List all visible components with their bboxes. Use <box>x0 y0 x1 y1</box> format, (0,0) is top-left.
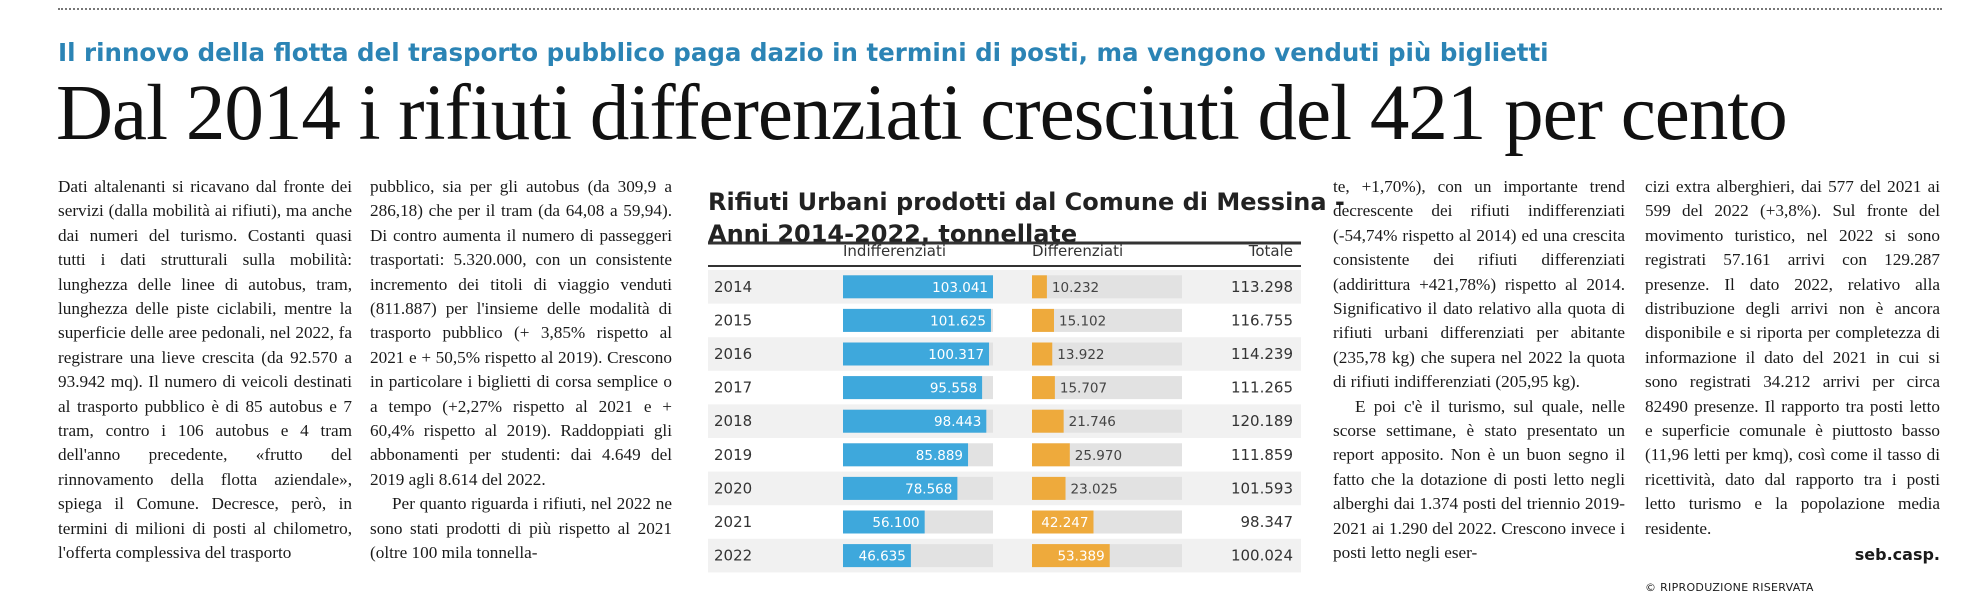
bar-track-differenziati <box>1032 409 1182 433</box>
bar-label-differenziati: 25.970 <box>1075 448 1122 464</box>
total-value: 116.755 <box>1231 311 1293 329</box>
total-value: 114.239 <box>1231 345 1293 363</box>
column-header-indifferenziati: Indifferenziati <box>843 242 946 260</box>
bar-differenziati <box>1032 476 1066 500</box>
bar-indifferenziati <box>843 476 958 500</box>
bar-indifferenziati <box>843 443 969 467</box>
table-row-band <box>708 404 1301 438</box>
total-value: 120.189 <box>1231 412 1293 430</box>
total-value: 113.298 <box>1231 278 1293 296</box>
table-row-band <box>708 337 1301 371</box>
year-label: 2015 <box>714 311 752 329</box>
bar-indifferenziati <box>843 510 925 534</box>
total-value: 100.024 <box>1231 547 1293 565</box>
bar-track-differenziati <box>1032 275 1182 299</box>
column-3-paragraph-1: te, +1,70%), con un importante trend dec… <box>1333 177 1625 392</box>
article-column-4: cizi extra alberghieri, dai 577 del 2021… <box>1645 175 1940 600</box>
bar-label-indifferenziati: 46.635 <box>859 549 906 565</box>
bar-label-indifferenziati: 78.568 <box>905 481 952 497</box>
bar-differenziati <box>1032 342 1053 366</box>
total-value: 111.859 <box>1231 446 1293 464</box>
bar-label-indifferenziati: 98.443 <box>934 414 981 430</box>
article-kicker: Il rinnovo della flotta del trasporto pu… <box>58 38 1549 67</box>
bar-indifferenziati <box>843 308 991 332</box>
year-label: 2021 <box>714 513 752 531</box>
bar-indifferenziati <box>843 342 990 366</box>
total-value: 101.593 <box>1231 479 1293 497</box>
bar-label-differenziati: 13.922 <box>1057 347 1104 363</box>
bar-differenziati <box>1032 376 1055 400</box>
bar-differenziati <box>1032 443 1070 467</box>
column-3-paragraph-2: E poi c'è il turismo, sul quale, nelle s… <box>1333 396 1625 563</box>
bar-track-differenziati <box>1032 376 1182 400</box>
bar-label-indifferenziati: 103.041 <box>932 280 988 296</box>
table-row-band <box>708 471 1301 506</box>
column-2-paragraph-1: pubblico, sia per gli autobus (da 309,9 … <box>370 177 672 489</box>
chart-title-line-1: Rifiuti Urbani prodotti dal Comune di Me… <box>708 188 1345 216</box>
bar-indifferenziati <box>843 544 911 568</box>
bar-label-differenziati: 53.389 <box>1057 549 1104 565</box>
year-label: 2019 <box>714 446 752 464</box>
bar-indifferenziati <box>843 376 983 400</box>
total-value: 98.347 <box>1241 513 1294 531</box>
author-signature: seb.casp. <box>1854 545 1940 565</box>
bar-differenziati <box>1032 275 1047 299</box>
column-1-text: Dati altalenanti si ricavano dal fronte … <box>58 177 352 563</box>
article-column-3: te, +1,70%), con un importante trend dec… <box>1333 175 1625 566</box>
article-column-1: Dati altalenanti si ricavano dal fronte … <box>58 175 352 566</box>
bar-label-differenziati: 10.232 <box>1052 280 1099 296</box>
column-header-totale: Totale <box>1248 242 1293 260</box>
bar-track-differenziati <box>1032 342 1182 366</box>
bar-differenziati <box>1032 510 1094 534</box>
bar-label-differenziati: 23.025 <box>1071 481 1118 497</box>
bar-differenziati <box>1032 308 1054 332</box>
bar-label-differenziati: 15.707 <box>1060 381 1107 397</box>
bar-label-indifferenziati: 56.100 <box>872 515 919 531</box>
year-label: 2014 <box>714 278 752 296</box>
bar-label-differenziati: 42.247 <box>1041 515 1088 531</box>
column-2-paragraph-2: Per quanto riguarda i rifiuti, nel 2022 … <box>370 494 672 563</box>
article-headline: Dal 2014 i rifiuti differenziati cresciu… <box>56 70 1788 157</box>
bar-differenziati <box>1032 409 1064 433</box>
bar-label-indifferenziati: 100.317 <box>928 347 984 363</box>
bar-track-differenziati <box>1032 308 1182 332</box>
article-column-2: pubblico, sia per gli autobus (da 309,9 … <box>370 175 672 566</box>
copyright-notice: © RIPRODUZIONE RISERVATA <box>1645 580 1814 594</box>
year-label: 2020 <box>714 479 752 497</box>
table-row-band <box>708 270 1301 304</box>
bar-indifferenziati <box>843 275 993 299</box>
table-row-band <box>708 538 1301 573</box>
year-label: 2018 <box>714 412 752 430</box>
year-label: 2022 <box>714 547 752 565</box>
year-label: 2016 <box>714 345 752 363</box>
bar-label-indifferenziati: 85.889 <box>916 448 963 464</box>
bar-track-differenziati <box>1032 476 1182 500</box>
waste-chart: Rifiuti Urbani prodotti dal Comune di Me… <box>700 180 1345 600</box>
chart-title: Rifiuti Urbani prodotti dal Comune di Me… <box>708 186 1345 250</box>
bar-indifferenziati <box>843 409 987 433</box>
top-dotted-rule <box>58 8 1942 10</box>
column-4-text: cizi extra alberghieri, dai 577 del 2021… <box>1645 177 1940 538</box>
bar-label-differenziati: 15.102 <box>1059 313 1106 329</box>
year-label: 2017 <box>714 379 752 397</box>
total-value: 111.265 <box>1231 379 1293 397</box>
chart-svg: Indifferenziati Differenziati Totale 2014 10… <box>708 241 1301 573</box>
bar-label-indifferenziati: 95.558 <box>930 381 977 397</box>
bar-differenziati <box>1032 544 1110 568</box>
bar-label-indifferenziati: 101.625 <box>930 313 986 329</box>
bar-label-differenziati: 21.746 <box>1069 414 1116 430</box>
column-header-differenziati: Differenziati <box>1032 242 1123 260</box>
